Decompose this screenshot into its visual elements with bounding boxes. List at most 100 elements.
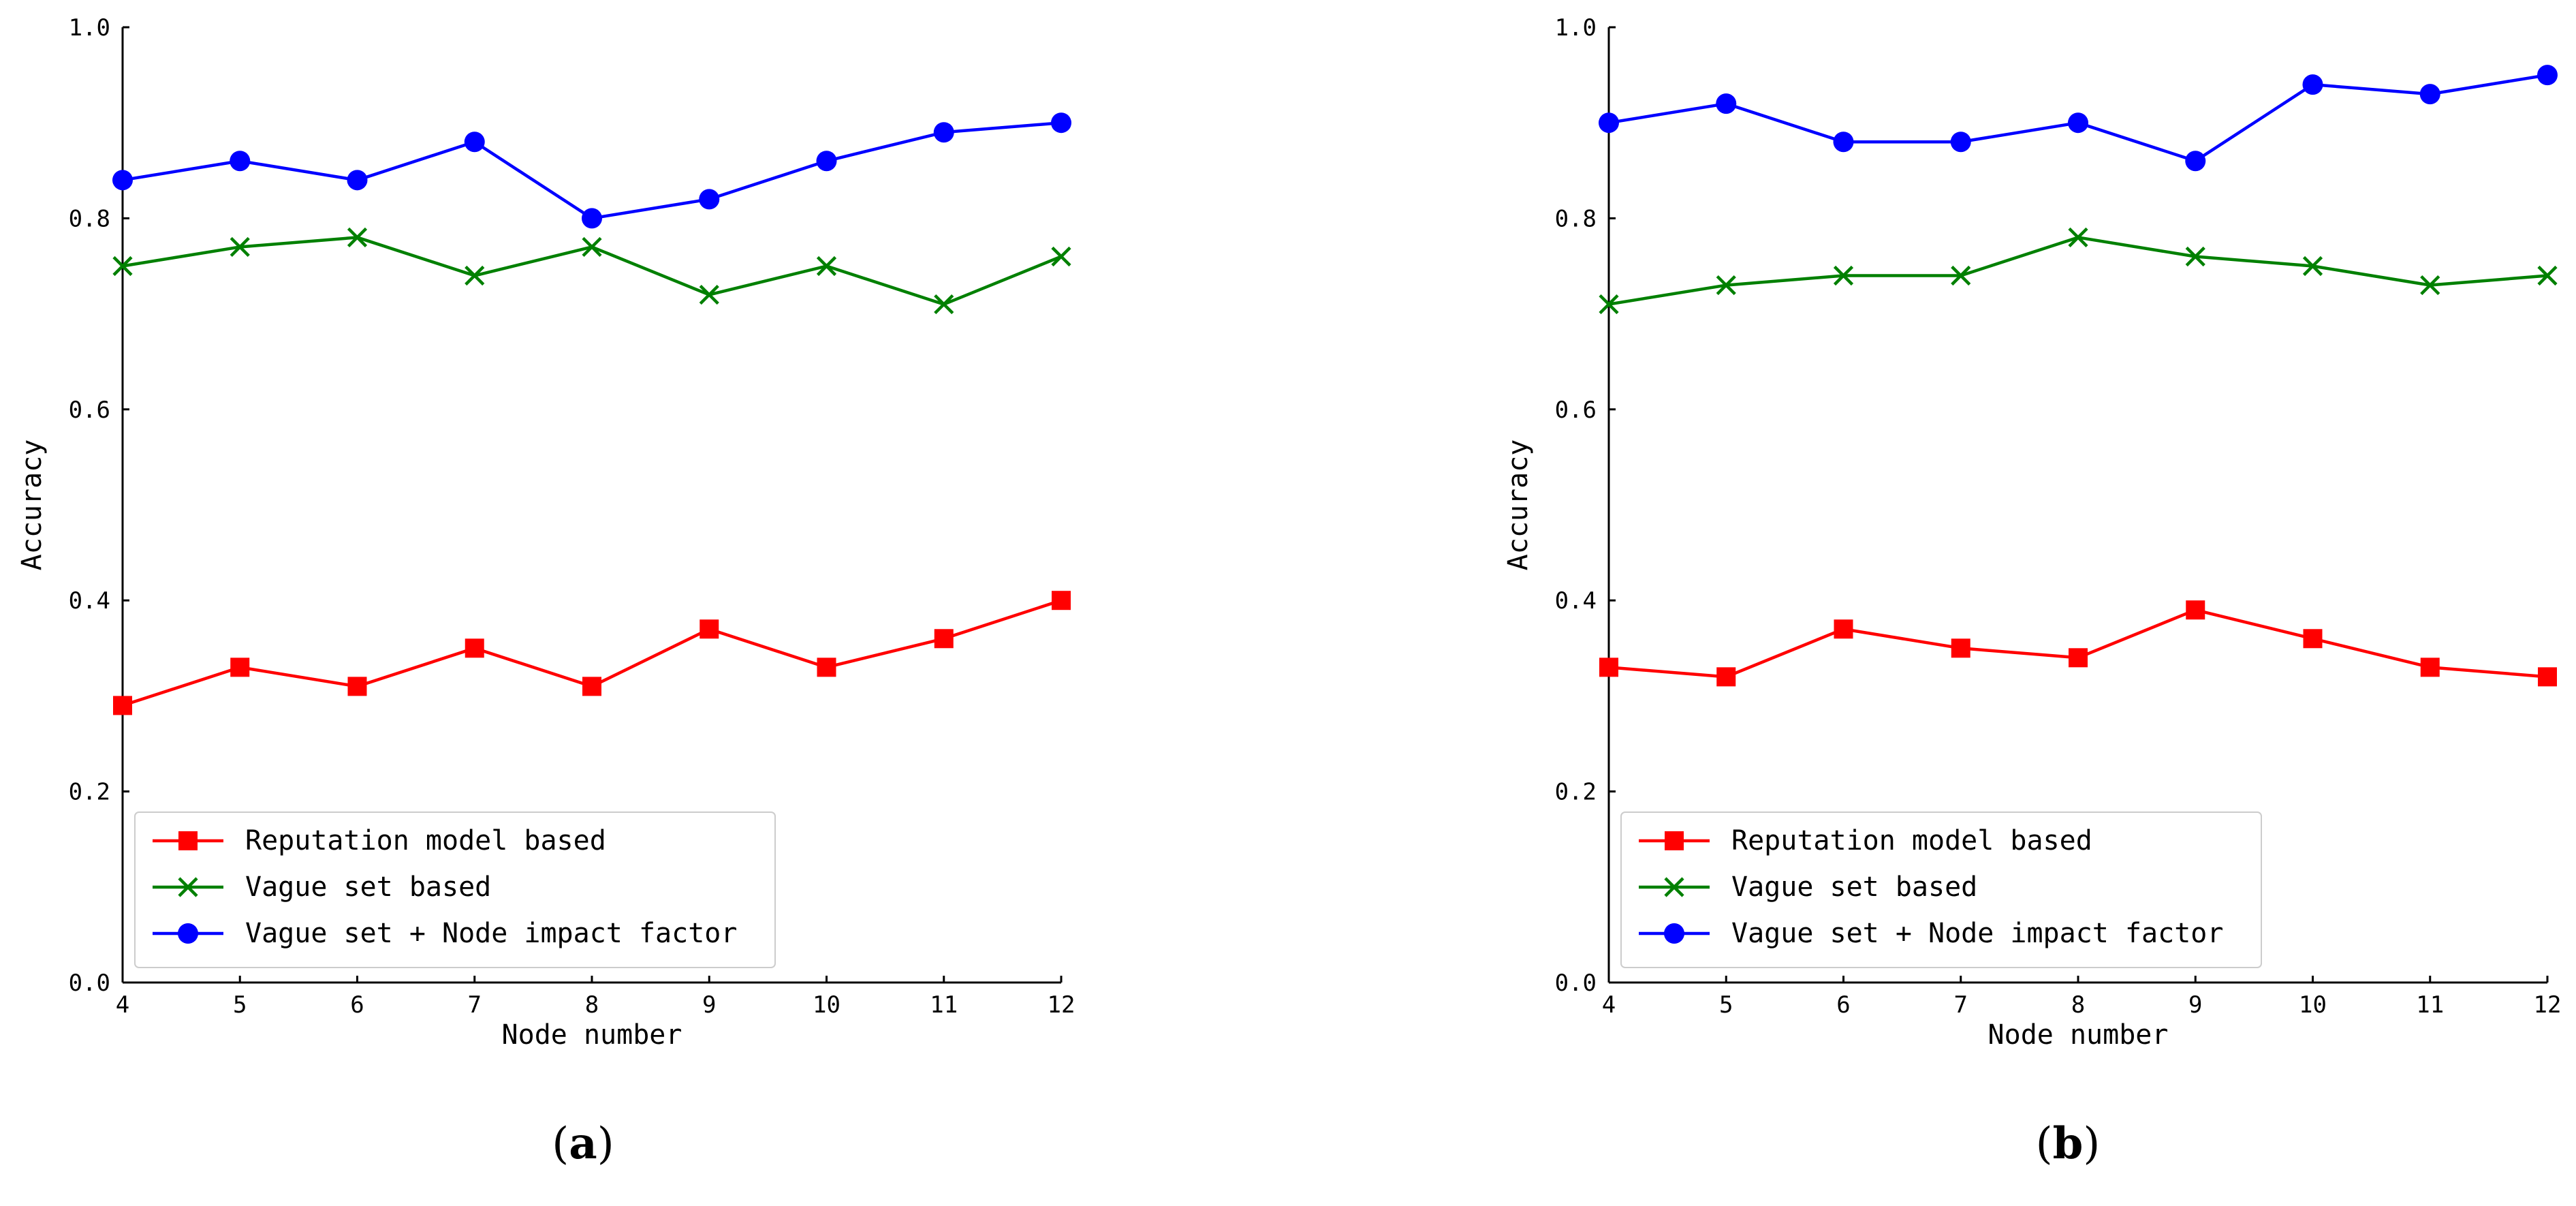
data-point-circle xyxy=(112,170,133,191)
x-tick-label: 8 xyxy=(2071,991,2085,1019)
data-point-circle xyxy=(2185,151,2206,172)
y-tick-label: 0.6 xyxy=(69,397,110,424)
data-point-x xyxy=(112,256,133,277)
data-point-circle xyxy=(464,132,485,153)
data-point-square xyxy=(2186,600,2205,620)
legend-marker-circle xyxy=(178,923,198,944)
data-point-square xyxy=(465,638,484,658)
chart-panel-b: 0.0 0.2 0.4 0.6 0.8 1.0 4 5 6 7 8 9 10 11 12 Node numbe… xyxy=(1503,14,2561,1169)
panel-caption: (b) xyxy=(2036,1118,2101,1169)
data-point-square xyxy=(347,677,367,696)
data-point-x-stroke-b xyxy=(1833,265,1854,286)
data-point-x-stroke-b xyxy=(934,294,954,315)
data-point-x xyxy=(582,236,602,258)
data-point-square xyxy=(113,696,132,715)
x-tick-label: 11 xyxy=(930,991,958,1019)
data-point-x xyxy=(2537,265,2558,286)
data-point-square xyxy=(2420,658,2440,677)
y-tick-label: 1.0 xyxy=(69,14,110,42)
data-point-square xyxy=(2538,667,2557,687)
data-point-x-stroke-b xyxy=(1951,265,1971,286)
caption-open-paren: ( xyxy=(552,1119,569,1169)
legend-label: Reputation model based xyxy=(245,825,606,856)
data-point-x xyxy=(2185,246,2205,267)
legend-label: Vague set based xyxy=(1731,871,1977,903)
data-point-square xyxy=(1834,619,1853,639)
legend-box xyxy=(134,811,776,968)
data-point-x xyxy=(2068,227,2088,248)
data-point-x xyxy=(1951,265,1971,286)
legend-box xyxy=(1620,811,2262,968)
data-point-x-stroke-b xyxy=(2185,246,2205,267)
data-point-square xyxy=(2069,648,2088,668)
data-point-x xyxy=(816,256,837,277)
data-point-x xyxy=(2420,275,2440,296)
legend-label: Reputation model based xyxy=(1731,825,2092,856)
legend-marker-x xyxy=(1664,877,1684,897)
legend-marker-circle xyxy=(1664,923,1684,944)
x-axis-label: Node number xyxy=(502,1019,682,1051)
data-point-x-stroke-b xyxy=(2420,275,2440,296)
caption-close-paren: ) xyxy=(2083,1119,2100,1169)
data-point-x xyxy=(1051,246,1071,267)
data-point-x xyxy=(230,236,250,258)
data-point-square xyxy=(2303,629,2323,649)
data-point-square xyxy=(817,658,836,677)
panel-caption: (a) xyxy=(552,1118,614,1169)
data-point-square xyxy=(934,629,954,649)
y-tick-label: 0.6 xyxy=(1555,397,1597,424)
legend-marker-x-stroke-b xyxy=(1664,877,1684,897)
legend-label: Vague set + Node impact factor xyxy=(245,918,737,949)
y-tick-label: 0.2 xyxy=(69,779,110,806)
data-point-x-stroke-b xyxy=(1051,246,1071,267)
data-point-circle xyxy=(816,151,837,172)
legend-marker-square xyxy=(1665,831,1684,850)
data-point-x xyxy=(2302,256,2323,277)
data-point-circle xyxy=(933,122,954,143)
x-tick-label: 7 xyxy=(468,991,482,1019)
data-point-x-stroke-b xyxy=(1716,275,1736,296)
data-point-square xyxy=(1716,667,1736,687)
legend-marker-x xyxy=(178,877,198,897)
caption-open-paren: ( xyxy=(2036,1119,2053,1169)
data-point-square xyxy=(1951,638,1970,658)
x-tick-label: 10 xyxy=(813,991,841,1019)
data-point-x-stroke-b xyxy=(2068,227,2088,248)
chart-panel-a: 0.0 0.2 0.4 0.6 0.8 1.0 4 5 6 7 8 9 10 11 12 Node numbe… xyxy=(16,14,1075,1169)
data-point-x-stroke-b xyxy=(347,227,368,248)
data-point-circle xyxy=(699,189,720,210)
y-axis-label: Accuracy xyxy=(1503,439,1534,571)
x-tick-label: 12 xyxy=(1048,991,1075,1019)
data-point-x xyxy=(934,294,954,315)
series-line-circle xyxy=(122,121,1062,220)
data-point-x-stroke-b xyxy=(2302,256,2323,277)
data-point-x xyxy=(1716,275,1736,296)
data-point-circle xyxy=(1599,112,1619,134)
data-point-x-stroke-b xyxy=(2537,265,2558,286)
data-point-square xyxy=(230,658,250,677)
x-tick-label: 5 xyxy=(1719,991,1733,1019)
x-tick-label: 7 xyxy=(1954,991,1968,1019)
data-point-x-stroke-b xyxy=(112,256,133,277)
x-tick-label: 10 xyxy=(2299,991,2327,1019)
x-tick-label: 9 xyxy=(702,991,716,1019)
legend-label: Vague set based xyxy=(245,871,491,903)
data-point-circle xyxy=(2302,74,2323,95)
data-point-x-stroke-b xyxy=(465,265,485,286)
y-tick-label: 1.0 xyxy=(1555,14,1597,42)
y-tick-label: 0.8 xyxy=(1555,205,1597,232)
data-point-circle xyxy=(582,208,602,229)
y-tick-label: 0.0 xyxy=(1555,970,1597,997)
x-tick-label: 4 xyxy=(116,991,129,1019)
data-point-circle xyxy=(1950,132,1971,153)
data-point-x-stroke-b xyxy=(1599,294,1619,315)
data-point-x xyxy=(465,265,485,286)
y-axis-label: Accuracy xyxy=(16,439,48,571)
x-tick-label: 9 xyxy=(2188,991,2202,1019)
y-tick-label: 0.2 xyxy=(1555,779,1597,806)
data-point-circle xyxy=(230,151,251,172)
data-point-circle xyxy=(1051,112,1071,134)
caption-close-paren: ) xyxy=(597,1119,614,1169)
y-tick-label: 0.0 xyxy=(69,970,110,997)
series-line-x xyxy=(1608,236,2548,306)
